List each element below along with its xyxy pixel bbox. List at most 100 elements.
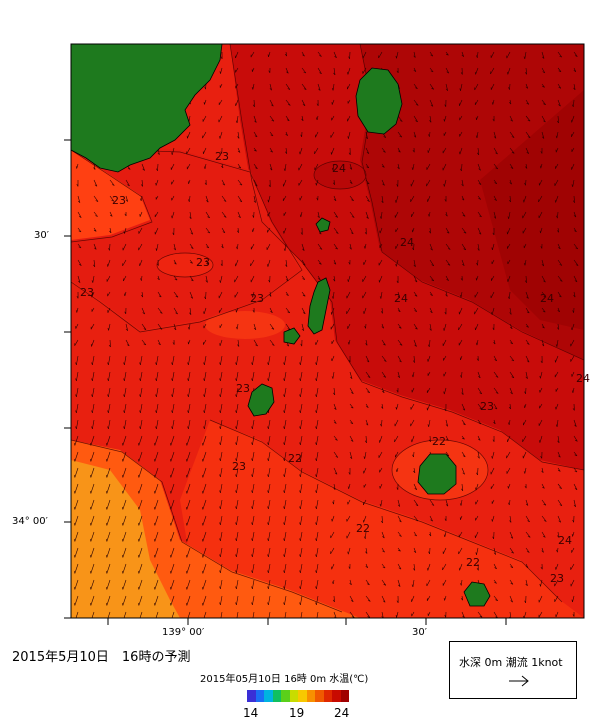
current-vector — [445, 259, 451, 266]
current-vector-head — [175, 312, 178, 315]
current-vector-head — [91, 280, 94, 283]
current-vector-head — [235, 426, 237, 429]
current-vector — [236, 515, 239, 525]
current-vector-head — [383, 343, 386, 346]
current-vector — [77, 259, 82, 266]
current-vector-head — [283, 538, 285, 541]
current-vector — [554, 579, 559, 587]
current-vector-head — [170, 522, 172, 526]
current-vector-head — [523, 56, 526, 59]
current-vector-head — [399, 535, 402, 537]
current-vector — [170, 483, 175, 494]
current-vector — [477, 211, 482, 218]
current-vector — [381, 147, 386, 153]
current-vector-head — [431, 279, 434, 282]
contour-label: 23 — [232, 460, 246, 473]
current-vector — [381, 403, 384, 409]
current-vector — [283, 211, 287, 216]
current-vector — [572, 595, 575, 603]
current-vector-head — [186, 522, 188, 526]
current-vector-head — [251, 570, 253, 573]
current-vector-head — [237, 136, 240, 139]
current-vector-head — [525, 166, 528, 169]
current-vector — [379, 483, 383, 489]
current-vector-head — [109, 214, 113, 217]
current-vector — [220, 547, 223, 557]
current-vector — [347, 83, 351, 90]
current-vector — [300, 211, 303, 218]
current-vector-head — [90, 522, 92, 526]
current-vector — [301, 323, 305, 331]
current-vector-head — [91, 378, 93, 381]
current-vector — [219, 339, 223, 346]
current-vector-head — [267, 199, 269, 203]
current-vector-head — [493, 552, 496, 555]
current-vector-head — [335, 456, 339, 458]
current-vector — [236, 387, 239, 397]
current-vector — [413, 259, 416, 267]
current-vector — [429, 339, 431, 347]
current-vector — [109, 211, 113, 217]
current-vector-head — [267, 506, 269, 509]
current-vector-head — [139, 394, 141, 397]
current-vector-head — [510, 119, 513, 122]
current-vector-head — [315, 602, 317, 605]
current-vector — [555, 195, 559, 203]
current-vector-head — [283, 570, 285, 573]
current-vector-head — [154, 538, 156, 542]
current-vector-head — [507, 216, 509, 219]
current-vector — [171, 179, 175, 185]
current-vector — [106, 435, 111, 446]
current-vector — [186, 579, 191, 590]
current-vector-head — [90, 474, 92, 478]
current-vector — [380, 499, 383, 507]
current-vector-head — [524, 600, 526, 604]
current-vector — [140, 195, 143, 201]
current-vector-head — [123, 426, 125, 429]
current-vector-head — [347, 486, 349, 489]
current-vector-head — [204, 296, 206, 300]
current-vector-head — [315, 538, 317, 541]
current-vector — [442, 547, 447, 555]
current-vector-head — [445, 214, 448, 217]
current-vector — [205, 227, 211, 234]
current-vector — [541, 547, 544, 553]
sea-zone-coast — [71, 150, 150, 240]
current-vector-head — [154, 570, 156, 574]
current-vector-head — [349, 247, 352, 250]
current-vector — [429, 131, 431, 137]
current-vector-head — [395, 406, 397, 410]
current-vector — [74, 339, 79, 346]
contour-line — [156, 252, 214, 278]
current-vector-head — [170, 586, 172, 590]
current-vector-head — [299, 410, 301, 413]
current-vector — [397, 531, 402, 537]
current-vector-head — [332, 182, 335, 185]
current-vector — [365, 163, 370, 168]
current-vector-head — [90, 458, 92, 462]
current-vector — [76, 387, 79, 397]
current-vector — [122, 243, 127, 251]
current-vector-head — [315, 522, 317, 525]
current-vector — [269, 291, 272, 297]
current-vector-head — [170, 458, 172, 462]
colorbar-segment — [247, 690, 256, 702]
current-vector — [557, 99, 561, 107]
current-vector-head — [396, 184, 399, 187]
current-vector — [509, 355, 515, 362]
current-vector — [236, 595, 239, 605]
current-vector — [413, 515, 419, 522]
current-vector-head — [202, 458, 204, 462]
current-vector — [509, 547, 514, 554]
current-vector — [475, 515, 479, 521]
current-vector — [268, 595, 271, 605]
current-vector-head — [444, 408, 447, 412]
current-vector — [316, 579, 319, 589]
current-vector-head — [122, 490, 124, 494]
current-vector — [218, 115, 223, 123]
current-vector — [557, 435, 560, 443]
current-vector-head — [219, 362, 221, 365]
current-vector — [540, 371, 543, 379]
current-vector — [77, 243, 82, 249]
current-vector-head — [300, 232, 303, 235]
